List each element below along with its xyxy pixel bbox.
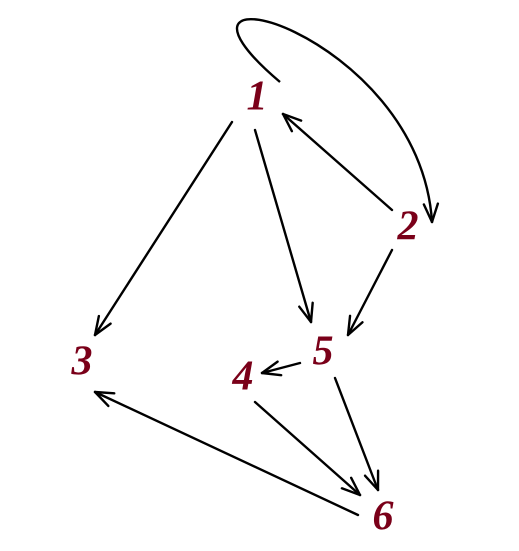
node-3: 3 bbox=[71, 339, 93, 385]
edge-1-2 bbox=[237, 19, 438, 222]
node-1: 1 bbox=[247, 74, 268, 120]
node-5: 5 bbox=[313, 329, 334, 375]
edge-2-1 bbox=[283, 114, 392, 210]
edge-5-4 bbox=[262, 362, 300, 376]
edge-5-6 bbox=[335, 378, 378, 490]
edge-6-3 bbox=[95, 392, 358, 515]
node-6: 6 bbox=[373, 494, 394, 540]
directed-graph-diagram: 1 2 3 4 5 6 bbox=[0, 0, 519, 551]
node-4: 4 bbox=[232, 354, 254, 400]
edge-2-5 bbox=[348, 250, 392, 335]
edge-1-3 bbox=[95, 122, 232, 335]
node-2: 2 bbox=[397, 204, 419, 250]
edge-1-5 bbox=[255, 130, 313, 322]
edge-4-6 bbox=[255, 402, 360, 495]
